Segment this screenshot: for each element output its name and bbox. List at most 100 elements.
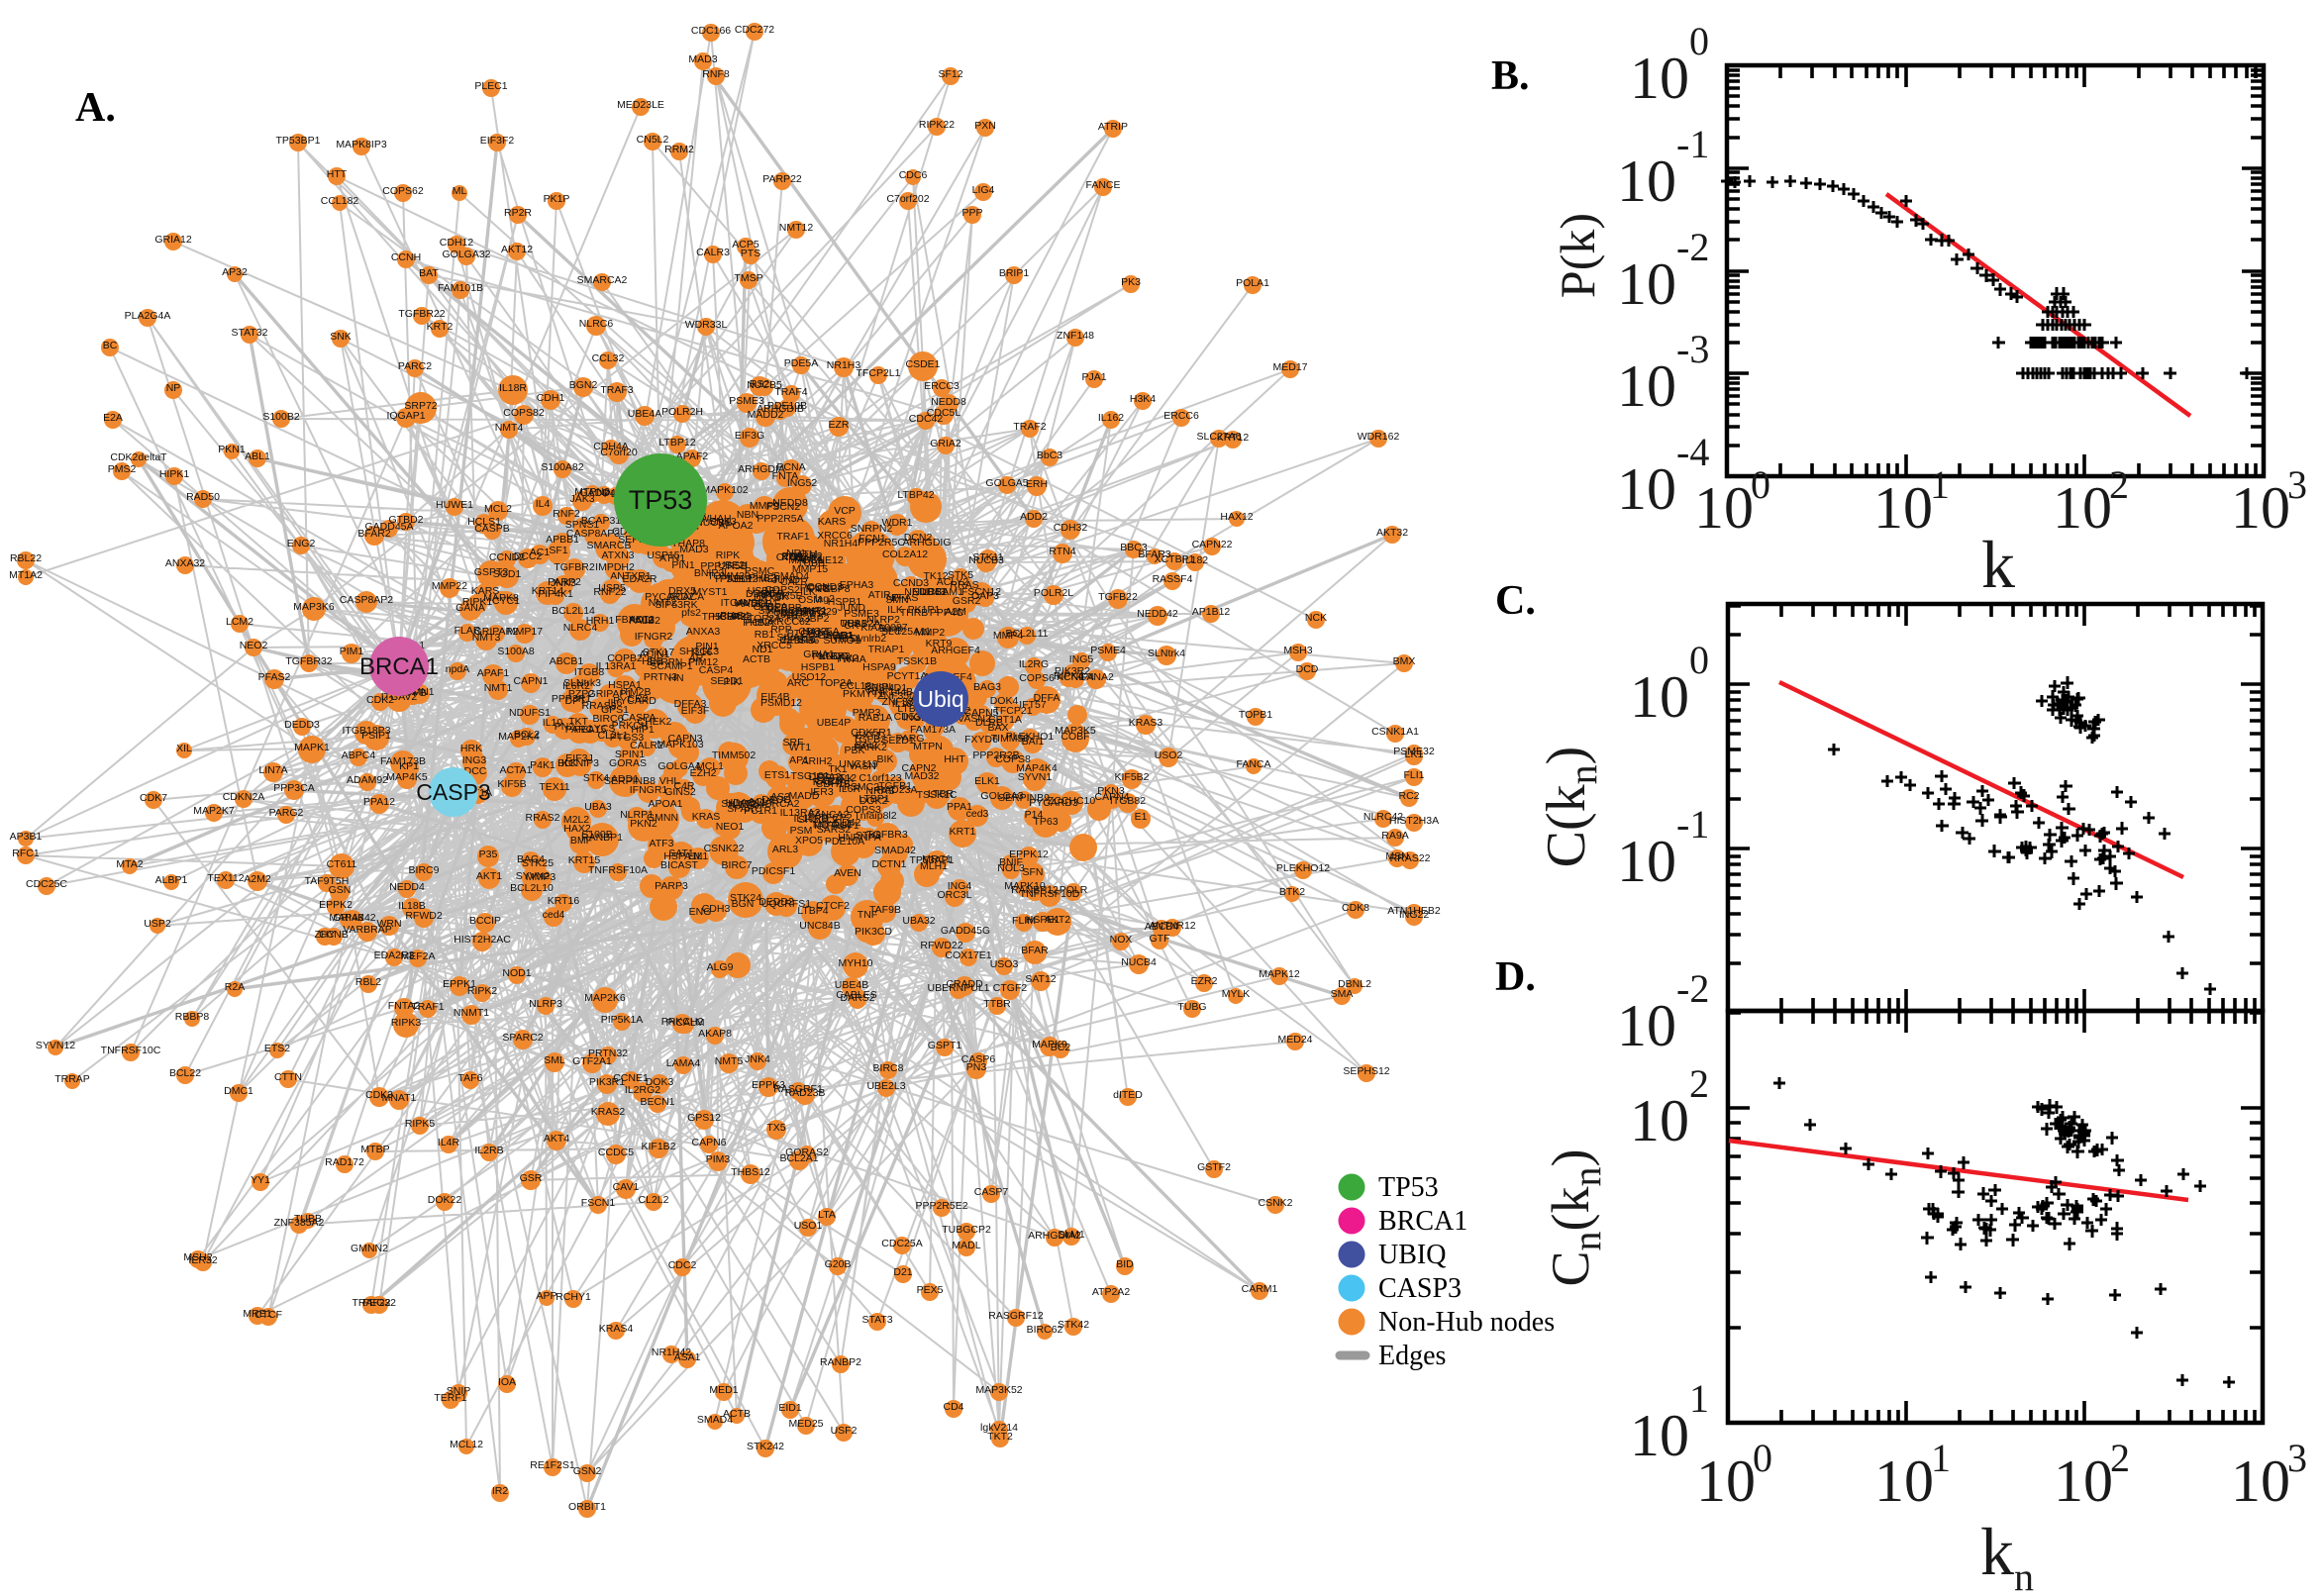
svg-text:AP1: AP1 (789, 754, 809, 766)
svg-text:PIK: PIK (724, 676, 741, 688)
svg-text:GRIA12: GRIA12 (154, 234, 192, 246)
svg-text:EDA2R3: EDA2R3 (374, 949, 415, 961)
svg-text:IL4: IL4 (536, 498, 551, 510)
svg-text:ACTA1: ACTA1 (499, 764, 532, 776)
svg-text:RS2: RS2 (750, 378, 770, 390)
svg-text:PK3: PK3 (1121, 276, 1141, 288)
svg-text:BRCA2: BRCA2 (764, 798, 799, 810)
svg-text:EZR2: EZR2 (1191, 975, 1218, 987)
svg-text:S100A82: S100A82 (541, 461, 583, 473)
svg-text:MAP3K6: MAP3K6 (293, 601, 335, 613)
svg-text:CCNB: CCNB (319, 929, 349, 941)
svg-text:STK25: STK25 (522, 857, 554, 869)
svg-text:SAT12: SAT12 (1025, 973, 1056, 985)
svg-text:BCL2: BCL2 (514, 729, 540, 741)
svg-text:Ubiq: Ubiq (917, 686, 963, 712)
svg-text:CDK5R1: CDK5R1 (851, 727, 892, 739)
svg-text:SMA: SMA (1331, 988, 1354, 1000)
svg-text:LIN7A: LIN7A (258, 764, 287, 776)
svg-text:USO1: USO1 (794, 1220, 823, 1232)
svg-text:CSNK2: CSNK2 (791, 606, 826, 618)
svg-text:AR: AR (689, 652, 704, 664)
svg-text:D.: D. (1495, 954, 1536, 1000)
svg-text:IFNGR2: IFNGR2 (635, 631, 673, 643)
svg-text:CCND2: CCND2 (489, 551, 525, 563)
svg-text:TFCP2: TFCP2 (819, 812, 852, 824)
svg-text:Dynlrb2: Dynlrb2 (851, 633, 886, 645)
svg-text:UNC119: UNC119 (839, 758, 878, 770)
svg-text:JUND: JUND (772, 574, 800, 586)
svg-text:SF1: SF1 (549, 545, 567, 556)
svg-text:SlrM1: SlrM1 (1058, 1229, 1085, 1241)
svg-text:FSCN1: FSCN1 (581, 1197, 616, 1209)
svg-text:CCL18: CCL18 (840, 680, 872, 692)
svg-text:MED17: MED17 (1272, 361, 1307, 373)
svg-text:YWHA: YWHA (835, 653, 866, 665)
svg-text:JUND: JUND (838, 602, 865, 614)
svg-text:CAPN2: CAPN2 (901, 762, 936, 774)
svg-text:CASP3: CASP3 (1378, 1273, 1462, 1304)
svg-text:PHB2: PHB2 (743, 617, 770, 629)
svg-text:ITM2B: ITM2B (621, 686, 652, 698)
svg-text:HCLS1: HCLS1 (467, 516, 501, 528)
svg-text:MAP2K4: MAP2K4 (498, 731, 540, 743)
svg-text:MCL1: MCL1 (696, 760, 724, 772)
svg-text:BTK2: BTK2 (1279, 886, 1305, 898)
svg-text:LTBP42: LTBP42 (897, 489, 934, 501)
svg-text:C(kn): C(kn) (1536, 747, 1605, 868)
svg-text:KRAS: KRAS (692, 811, 721, 823)
svg-text:H3K4: H3K4 (1130, 393, 1156, 405)
svg-text:SNIP: SNIP (447, 1385, 471, 1397)
svg-text:MAP2K7: MAP2K7 (193, 805, 235, 817)
svg-text:GOLGA4: GOLGA4 (657, 760, 700, 772)
svg-text:NF1: NF1 (786, 548, 806, 559)
svg-text:EIF3G: EIF3G (735, 430, 764, 442)
svg-text:TFCP21: TFCP21 (993, 705, 1032, 717)
svg-text:RIPK3: RIPK3 (391, 1017, 422, 1029)
svg-text:GANA2: GANA2 (1078, 671, 1114, 683)
svg-text:EZH2: EZH2 (690, 767, 717, 779)
svg-text:MYLK: MYLK (1222, 988, 1251, 1000)
svg-text:CSDE1: CSDE1 (905, 358, 940, 370)
svg-text:MAPK1: MAPK1 (788, 554, 824, 566)
svg-text:TSG101: TSG101 (790, 770, 829, 782)
svg-text:RANBP12: RANBP12 (1011, 884, 1059, 896)
svg-text:CARM1: CARM1 (1242, 1283, 1278, 1295)
svg-text:ZNF350: ZNF350 (877, 690, 915, 702)
svg-text:ACTB: ACTB (743, 653, 770, 665)
svg-text:UBE4A: UBE4A (628, 408, 661, 420)
svg-text:SMARCA2: SMARCA2 (577, 274, 628, 286)
svg-text:IL13RA1: IL13RA1 (596, 660, 637, 672)
svg-text:PKN2: PKN2 (630, 818, 657, 830)
svg-text:APAF2: APAF2 (676, 450, 709, 462)
svg-text:KRT15: KRT15 (568, 854, 601, 866)
svg-text:BID: BID (1116, 1258, 1134, 1270)
svg-text:PPP2R5E: PPP2R5E (756, 590, 802, 602)
svg-text:PSMD12: PSMD12 (760, 697, 802, 709)
svg-text:HSPA1L: HSPA1L (663, 850, 703, 862)
svg-text:TOPB1: TOPB1 (1239, 709, 1272, 721)
svg-text:SPNS1: SPNS1 (565, 519, 600, 531)
svg-text:SERPINB8: SERPINB8 (604, 775, 656, 787)
svg-text:HTT: HTT (808, 629, 829, 641)
svg-text:UBE4B: UBE4B (835, 979, 868, 991)
svg-text:P(k): P(k) (1550, 213, 1605, 298)
svg-text:BBC3: BBC3 (1120, 542, 1148, 553)
svg-text:PRKCH2: PRKCH2 (661, 1016, 704, 1028)
svg-text:PXN: PXN (974, 120, 996, 132)
svg-text:THRB: THRB (900, 607, 929, 619)
svg-text:LAMA4: LAMA4 (666, 1057, 701, 1069)
svg-text:PTS: PTS (741, 248, 760, 259)
svg-text:RRAS22: RRAS22 (1390, 852, 1431, 864)
svg-text:CASP7: CASP7 (974, 1186, 1009, 1198)
svg-text:NMT12: NMT12 (779, 222, 814, 234)
svg-text:CT611: CT611 (327, 858, 357, 870)
svg-text:AS2: AS2 (770, 791, 790, 803)
svg-text:TEX11: TEX11 (539, 781, 569, 793)
svg-text:ERCC3: ERCC3 (924, 380, 960, 392)
svg-text:10: 10 (1694, 475, 1754, 541)
svg-text:CDH13: CDH13 (816, 778, 851, 790)
svg-text:UBA32: UBA32 (902, 915, 935, 927)
svg-text:LIG4: LIG4 (972, 184, 995, 196)
svg-text:EIF4B: EIF4B (760, 691, 789, 703)
